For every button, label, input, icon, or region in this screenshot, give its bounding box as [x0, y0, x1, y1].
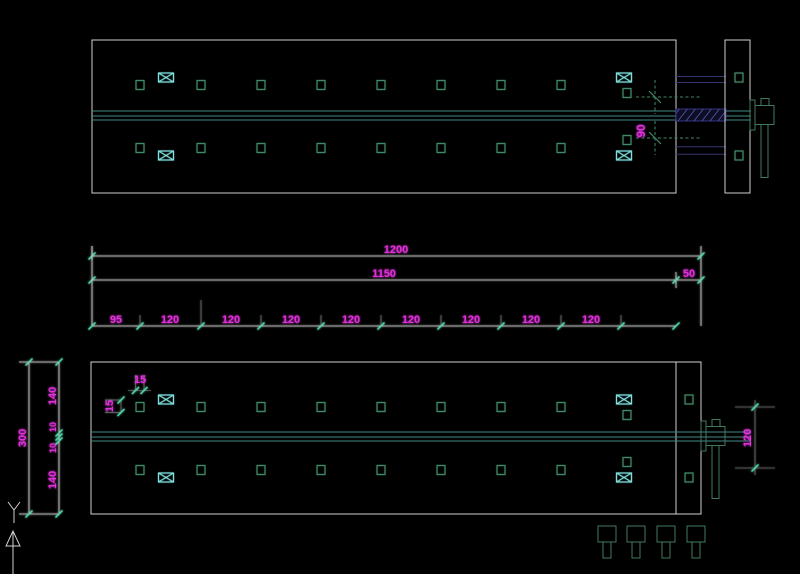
svg-text:120: 120 — [742, 429, 754, 447]
svg-text:120: 120 — [161, 314, 179, 326]
svg-text:1200: 1200 — [384, 244, 408, 256]
svg-text:140: 140 — [47, 471, 59, 489]
svg-text:120: 120 — [522, 314, 540, 326]
svg-text:50: 50 — [683, 268, 695, 280]
svg-text:120: 120 — [282, 314, 300, 326]
svg-text:120: 120 — [582, 314, 600, 326]
svg-text:140: 140 — [47, 387, 59, 405]
svg-text:10: 10 — [48, 422, 58, 432]
svg-text:300: 300 — [17, 429, 29, 447]
svg-text:15: 15 — [134, 374, 146, 386]
svg-text:120: 120 — [342, 314, 360, 326]
svg-text:90: 90 — [634, 124, 648, 138]
svg-text:120: 120 — [222, 314, 240, 326]
svg-text:1150: 1150 — [372, 268, 396, 280]
svg-text:95: 95 — [110, 314, 122, 326]
svg-text:15: 15 — [104, 400, 116, 412]
svg-text:120: 120 — [402, 314, 420, 326]
svg-text:120: 120 — [462, 314, 480, 326]
svg-text:10: 10 — [48, 443, 58, 453]
